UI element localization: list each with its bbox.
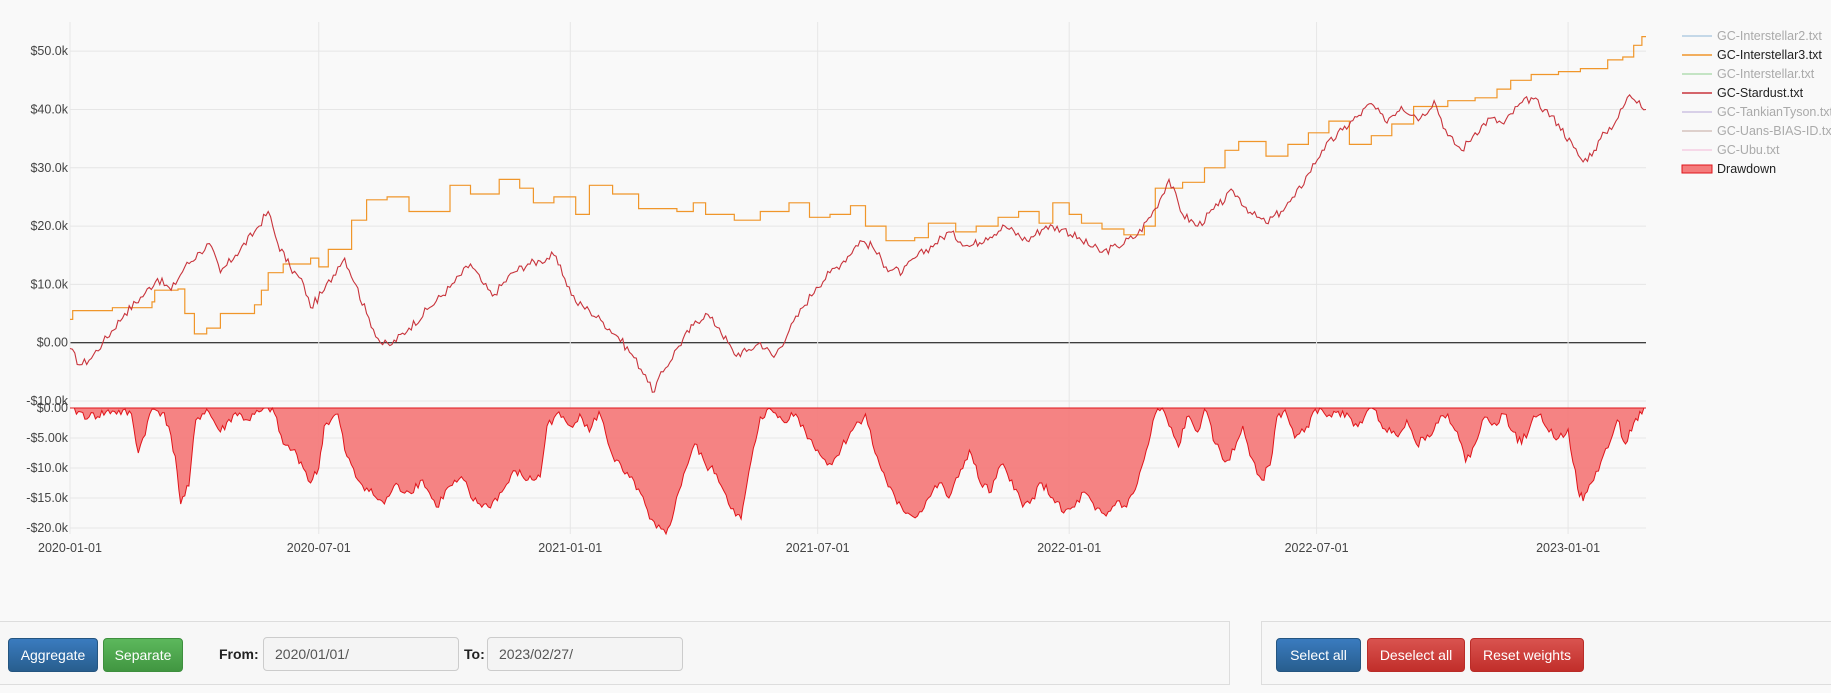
x-tick-label: 2023-01-01 [1536,541,1600,555]
series-line-interstellar3 [70,36,1646,335]
selection-controls-panel: Select all Deselect all Reset weights [1261,621,1831,685]
legend-item-label[interactable]: GC-Ubu.txt [1717,143,1780,157]
from-date-input[interactable] [263,637,459,671]
x-tick-label: 2020-01-01 [38,541,102,555]
legend-item-label[interactable]: GC-Uans-BIAS-ID.txt [1717,124,1831,138]
legend-item-label[interactable]: GC-Stardust.txt [1717,86,1804,100]
y-tick-label: $30.0k [30,161,68,175]
to-date-input[interactable] [487,637,683,671]
drawdown-y-tick-label: -$15.0k [26,491,68,505]
view-controls-panel: Aggregate Separate From: To: [0,621,1230,685]
y-tick-label: -$10.0k [26,394,68,408]
y-tick-label: $50.0k [30,44,68,58]
x-tick-label: 2022-01-01 [1037,541,1101,555]
drawdown-area [70,406,1646,536]
x-tick-label: 2021-01-01 [538,541,602,555]
y-tick-label: $10.0k [30,277,68,291]
legend-swatch-drawdown [1681,164,1713,174]
drawdown-y-tick-label: -$20.0k [26,521,68,535]
x-tick-label: 2021-07-01 [786,541,850,555]
legend-item-label[interactable]: GC-Interstellar3.txt [1717,48,1822,62]
separate-button[interactable]: Separate [103,638,183,672]
x-tick-label: 2022-07-01 [1285,541,1349,555]
reset-weights-button[interactable]: Reset weights [1470,638,1584,672]
to-label: To: [464,646,485,662]
legend-item-label[interactable]: Drawdown [1717,162,1776,176]
drawdown-y-tick-label: $0.00 [37,401,68,415]
drawdown-y-tick-label: -$10.0k [26,461,68,475]
x-tick-label: 2020-07-01 [287,541,351,555]
series-line-stardust [69,94,1647,393]
deselect-all-button[interactable]: Deselect all [1367,638,1465,672]
drawdown-y-tick-label: -$5.00k [26,431,68,445]
from-label: From: [219,646,259,662]
legend-item-label[interactable]: GC-TankianTyson.txt [1717,105,1831,119]
aggregate-button[interactable]: Aggregate [8,638,98,672]
legend-item-label[interactable]: GC-Interstellar2.txt [1717,29,1822,43]
legend-item-label[interactable]: GC-Interstellar.txt [1717,67,1815,81]
y-tick-label: $40.0k [30,102,68,116]
equity-chart: $50.0k$40.0k$30.0k$20.0k$10.0k$0.00-$10.… [26,22,1831,555]
select-all-button[interactable]: Select all [1276,638,1361,672]
y-tick-label: $20.0k [30,219,68,233]
y-tick-label: $0.00 [37,336,68,350]
